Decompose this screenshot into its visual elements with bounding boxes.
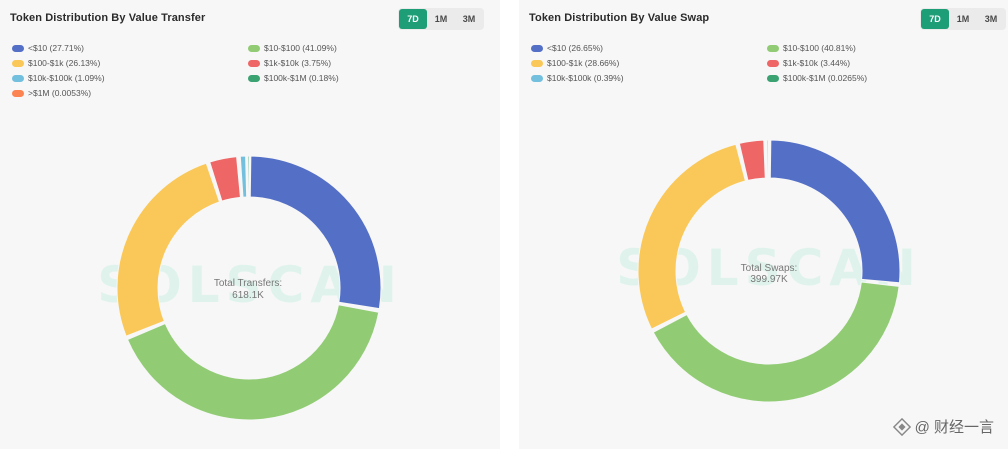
- donut-slice[interactable]: [209, 156, 241, 202]
- tab-3m[interactable]: 3M: [984, 14, 998, 24]
- legend-label: $1k-$10k (3.75%): [264, 58, 332, 68]
- legend-item[interactable]: <$10 (27.71%): [12, 42, 84, 54]
- legend-item[interactable]: $100-$1k (28.66%): [531, 57, 619, 69]
- legend-swatch: [767, 74, 779, 82]
- legend-label: $10-$100 (40.81%): [783, 43, 856, 53]
- legend-item[interactable]: $100-$1k (26.13%): [12, 57, 100, 69]
- legend-label: <$10 (26.65%): [547, 43, 603, 53]
- legend-item[interactable]: $10k-$100k (1.09%): [12, 72, 105, 84]
- donut-slices: [637, 139, 901, 403]
- legend-swatch: [767, 59, 779, 67]
- donut-chart: SOLSCAN Total Swaps: 399.97K: [616, 139, 916, 403]
- legend-swatch: [12, 74, 24, 82]
- legend-swatch: [531, 44, 543, 52]
- legend-item[interactable]: $10-$100 (41.09%): [248, 42, 337, 54]
- legend-swatch: [12, 59, 24, 67]
- donut-chart: SOLSCAN Total Transfers: 618.1K: [97, 155, 397, 421]
- donut-slice[interactable]: [738, 139, 766, 182]
- donut-slices: [116, 155, 382, 421]
- donut-slice[interactable]: [769, 139, 901, 284]
- legend-swatch: [531, 59, 543, 67]
- donut-slice[interactable]: [247, 155, 250, 198]
- legend-label: $100-$1k (28.66%): [547, 58, 620, 68]
- legend-label: $10k-$100k (1.09%): [28, 73, 105, 83]
- panel-title: Token Distribution By Value Transfer: [10, 12, 206, 24]
- legend-label: >$1M (0.0053%): [28, 88, 92, 98]
- donut-slice[interactable]: [765, 139, 769, 179]
- transfer-distribution-panel: Token Distribution By Value Transfer 7D …: [0, 0, 500, 449]
- donut-slice[interactable]: [239, 155, 248, 198]
- legend-swatch: [12, 89, 24, 97]
- center-value: 618.1K: [232, 290, 264, 301]
- donut-slice[interactable]: [637, 143, 747, 330]
- legend-label: <$10 (27.71%): [28, 43, 84, 53]
- legend-item[interactable]: $1k-$10k (3.75%): [248, 57, 331, 69]
- time-range-tabs: 7D 1M 3M: [398, 8, 484, 30]
- tab-1m[interactable]: 1M: [434, 14, 448, 24]
- chart-legend: <$10 (26.65%) $10-$100 (40.81%) $100-$1k (…: [531, 42, 891, 102]
- panel-title: Token Distribution By Value Swap: [529, 12, 710, 24]
- legend-label: $10k-$100k (0.39%): [547, 73, 624, 83]
- legend-label: $100k-$1M (0.18%): [264, 73, 339, 83]
- donut-slice[interactable]: [249, 155, 382, 310]
- donut-slice[interactable]: [116, 162, 221, 337]
- center-value: 399.97K: [750, 274, 788, 285]
- legend-item[interactable]: >$1M (0.0053%): [12, 87, 91, 99]
- legend-item[interactable]: $100k-$1M (0.0265%): [767, 72, 867, 84]
- chart-legend: <$10 (27.71%) $10-$100 (41.09%) $100-$1k (…: [12, 42, 372, 102]
- legend-item[interactable]: $10k-$100k (0.39%): [531, 72, 624, 84]
- center-label: Total Transfers:: [214, 278, 282, 289]
- legend-label: $1k-$10k (3.44%): [783, 58, 851, 68]
- credit-logo-icon: [892, 417, 911, 436]
- swap-distribution-panel: Token Distribution By Value Swap 7D 1M 3…: [519, 0, 1008, 449]
- tab-1m[interactable]: 1M: [956, 14, 970, 24]
- donut-slice[interactable]: [652, 281, 900, 403]
- tab-7d[interactable]: 7D: [399, 9, 427, 29]
- donut-slice[interactable]: [126, 304, 380, 421]
- legend-item[interactable]: $1k-$10k (3.44%): [767, 57, 850, 69]
- tab-7d[interactable]: 7D: [921, 9, 949, 29]
- legend-item[interactable]: <$10 (26.65%): [531, 42, 603, 54]
- legend-swatch: [767, 44, 779, 52]
- center-label: Total Swaps:: [741, 263, 798, 274]
- time-range-tabs: 7D 1M 3M: [920, 8, 1006, 30]
- legend-label: $10-$100 (41.09%): [264, 43, 337, 53]
- legend-swatch: [12, 44, 24, 52]
- legend-label: $100k-$1M (0.0265%): [783, 73, 868, 83]
- footer-credit: @ 财经一言: [892, 416, 994, 437]
- credit-text: @ 财经一言: [914, 419, 994, 436]
- legend-item[interactable]: $100k-$1M (0.18%): [248, 72, 339, 84]
- legend-item[interactable]: $10-$100 (40.81%): [767, 42, 856, 54]
- legend-swatch: [248, 59, 260, 67]
- tab-3m[interactable]: 3M: [462, 14, 476, 24]
- legend-label: $100-$1k (26.13%): [28, 58, 101, 68]
- legend-swatch: [248, 44, 260, 52]
- legend-swatch: [531, 74, 543, 82]
- legend-swatch: [248, 74, 260, 82]
